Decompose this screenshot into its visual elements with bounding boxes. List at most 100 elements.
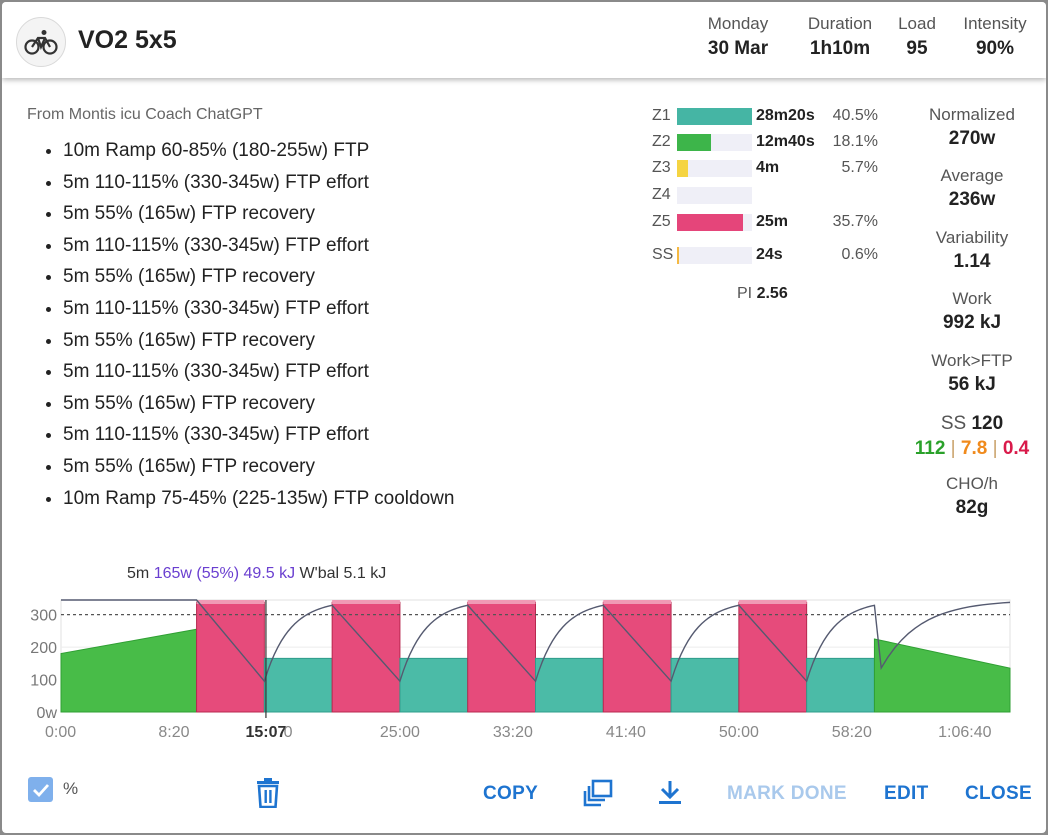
zone-bar-track xyxy=(677,187,752,204)
zone-name: Z5 xyxy=(652,213,671,230)
stat-label: Average xyxy=(940,166,1004,185)
y-tick-label: 0w xyxy=(37,705,58,722)
x-tick-label: 25:00 xyxy=(380,724,420,741)
power-segment xyxy=(263,657,333,713)
stat-load-value: 95 xyxy=(906,38,928,59)
zone-row-z2: Z2 12m40s 18.1% xyxy=(650,132,880,152)
zone-time: 24s xyxy=(756,246,783,263)
zone-bar-track xyxy=(677,160,752,177)
zone-time: 4m xyxy=(756,159,780,176)
zone-percent: 5.7% xyxy=(841,159,878,176)
ss-split-c: 0.4 xyxy=(1002,438,1030,459)
x-tick-label: 15:07 xyxy=(245,724,286,741)
check-icon xyxy=(32,783,49,797)
stat-intensity-value: 90% xyxy=(975,38,1015,59)
zone-row-ss: SS 24s 0.6% xyxy=(650,245,880,265)
zone-name: Z4 xyxy=(652,186,671,203)
stat-duration: Duration 1h10m xyxy=(803,14,877,60)
zone-bar-track xyxy=(677,247,752,264)
delete-button[interactable] xyxy=(250,775,286,811)
power-index: PI 2.56 xyxy=(737,285,788,303)
effort-cap xyxy=(603,600,672,604)
hover-wbal: W'bal 5.1 kJ xyxy=(299,565,387,582)
stat-cho: CHO/h 82g xyxy=(897,474,1046,519)
y-tick-label: 100 xyxy=(30,673,57,690)
zone-percent: 35.7% xyxy=(832,213,878,230)
copy-button[interactable]: COPY xyxy=(483,783,539,804)
workout-step: 10m Ramp 60-85% (180-255w) FTP xyxy=(63,138,454,170)
workout-step: 5m 55% (165w) FTP recovery xyxy=(63,264,454,296)
workout-step: 5m 110-115% (330-345w) FTP effort xyxy=(63,170,454,202)
stat-duration-label: Duration xyxy=(807,14,873,33)
workout-step: 5m 110-115% (330-345w) FTP effort xyxy=(63,296,454,328)
trash-icon xyxy=(257,778,279,808)
stat-load: Load 95 xyxy=(892,14,942,60)
x-tick-label: 58:20 xyxy=(832,724,872,741)
stat-label: Normalized xyxy=(929,105,1015,124)
workout-step: 5m 110-115% (330-345w) FTP effort xyxy=(63,359,454,391)
power-segment xyxy=(738,601,808,713)
stat-load-label: Load xyxy=(898,14,936,33)
zone-time: 25m xyxy=(756,213,789,230)
stat-label: Work>FTP xyxy=(931,351,1013,370)
edit-button[interactable]: EDIT xyxy=(884,783,929,804)
zone-row-z4: Z4 xyxy=(650,185,880,205)
zone-row-z1: Z1 28m20s 40.5% xyxy=(650,106,880,126)
hover-duration: 5m xyxy=(127,565,150,582)
power-segment xyxy=(806,657,875,713)
power-segment xyxy=(873,638,1011,713)
stat-label: Variability xyxy=(935,228,1009,247)
zone-bar-fill xyxy=(677,160,688,177)
y-tick-label: 200 xyxy=(30,640,57,657)
stat-value: 1.14 xyxy=(953,251,991,272)
close-button[interactable]: CLOSE xyxy=(965,783,1032,804)
download-button[interactable] xyxy=(652,775,688,811)
zone-name: Z2 xyxy=(652,133,671,150)
x-tick-label: 0 xyxy=(284,724,293,741)
x-tick-label: 8:20 xyxy=(158,724,189,741)
x-tick-label: 50:00 xyxy=(719,724,759,741)
workout-step: 5m 55% (165w) FTP recovery xyxy=(63,454,454,486)
ss-split-a: 112 xyxy=(914,438,946,459)
hover-power: 165w (55%) 49.5 kJ xyxy=(153,565,296,582)
zone-percent: 0.6% xyxy=(841,246,878,263)
mark-done-button[interactable]: MARK DONE xyxy=(727,783,847,804)
duplicate-button[interactable] xyxy=(580,775,616,811)
zone-time: 28m20s xyxy=(756,107,815,124)
power-segment xyxy=(196,601,265,713)
ss-split-b: 7.8 xyxy=(960,438,988,459)
zone-bar-track xyxy=(677,134,752,151)
workout-step: 5m 55% (165w) FTP recovery xyxy=(63,391,454,423)
zone-bar-fill xyxy=(677,214,744,231)
stat-date: Monday 30 Mar xyxy=(702,14,774,60)
power-segment xyxy=(535,657,604,713)
workout-step: 5m 55% (165w) FTP recovery xyxy=(63,328,454,360)
stat-average: Average 236w xyxy=(897,166,1046,211)
effort-cap xyxy=(467,600,536,604)
stat-work: Work 992 kJ xyxy=(897,289,1046,334)
stat-date-value: 30 Mar xyxy=(707,38,769,59)
workout-power-chart[interactable]: 0w 100 200 300 0:00 8:20 15:070 25:00 33:20 41:40… xyxy=(2,587,1046,747)
workout-source: From Montis icu Coach ChatGPT xyxy=(27,106,263,123)
stat-value: 236w xyxy=(948,189,996,210)
power-segment xyxy=(331,601,401,713)
stat-label: CHO/h xyxy=(946,474,998,493)
workout-step: 5m 55% (165w) FTP recovery xyxy=(63,201,454,233)
stat-work-above-ftp: Work>FTP 56 kJ xyxy=(897,351,1046,396)
stat-value: 270w xyxy=(948,128,996,149)
wbal-curve xyxy=(61,599,1011,683)
stat-date-label: Monday xyxy=(707,14,769,33)
stat-strain-score: SS 120 112 | 7.8 | 0.4 xyxy=(897,413,1046,460)
percent-label: % xyxy=(63,779,79,798)
stat-duration-value: 1h10m xyxy=(809,38,871,59)
power-segment xyxy=(467,601,536,713)
ss-label: SS xyxy=(940,413,967,434)
x-tick-label: 33:20 xyxy=(493,724,533,741)
stat-value: 992 kJ xyxy=(942,312,1002,333)
zone-name: Z1 xyxy=(652,107,671,124)
zone-name: Z3 xyxy=(652,159,671,176)
percent-checkbox[interactable] xyxy=(28,777,53,802)
effort-cap xyxy=(196,600,265,604)
x-tick-label: 1:06:40 xyxy=(938,724,991,741)
workout-step: 5m 110-115% (330-345w) FTP effort xyxy=(63,233,454,265)
